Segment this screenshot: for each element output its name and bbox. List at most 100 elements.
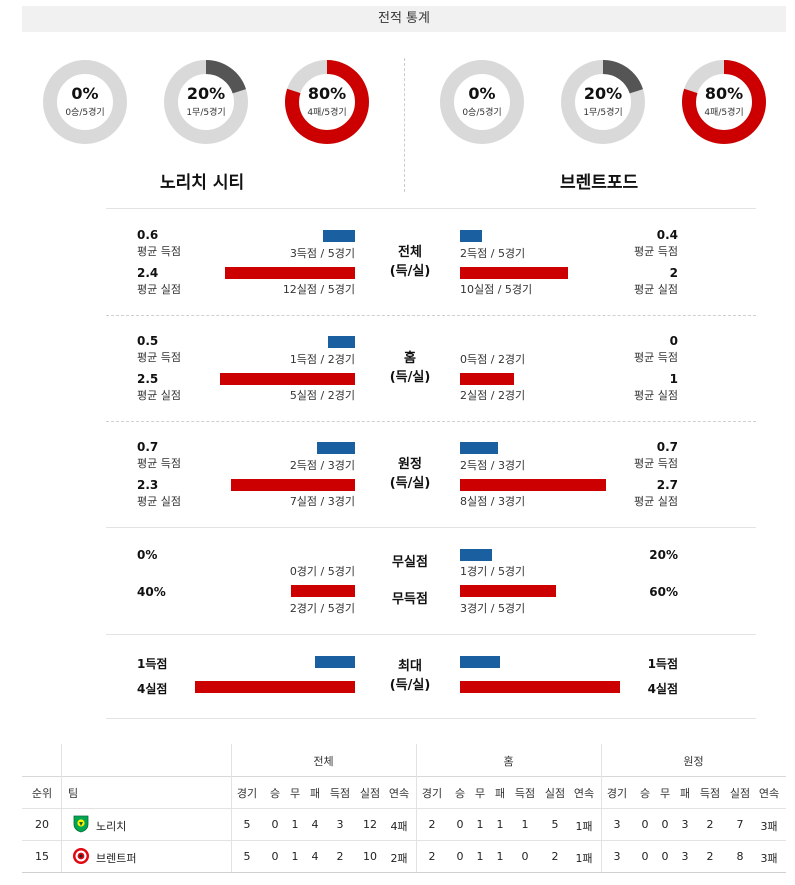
home-donut-2: 20% 1무/5경기 bbox=[164, 60, 248, 144]
table-cell: 0 bbox=[456, 818, 464, 831]
category-title: 홈 bbox=[404, 351, 416, 366]
table-group-header: 홈 bbox=[503, 755, 514, 768]
table-group-header: 원정 bbox=[683, 755, 704, 768]
donut-percent: 80% bbox=[307, 84, 347, 103]
table-cell: 3 bbox=[336, 818, 344, 831]
donut-track bbox=[440, 60, 524, 144]
donut-arc bbox=[164, 60, 248, 144]
table-cell: 2패 bbox=[390, 852, 408, 865]
table-cell: 2 bbox=[428, 818, 436, 831]
away-avg-scored-value: 0 bbox=[669, 334, 678, 348]
away-avg-conceded-value: 1 bbox=[669, 372, 678, 386]
home-conceded-bar bbox=[230, 479, 355, 491]
table-cell: 1 bbox=[521, 818, 529, 831]
category-subtitle: (득/실) bbox=[389, 678, 431, 693]
norwich-crest-icon bbox=[73, 815, 89, 833]
away-donut-3: 80% 4패/5경기 bbox=[682, 60, 766, 144]
category-subtitle: (득/실) bbox=[389, 264, 431, 279]
home-conceded-bar bbox=[225, 267, 355, 279]
stats-header: 전적 통계 bbox=[22, 6, 786, 32]
category-label: 원정 (득/실) bbox=[380, 455, 440, 493]
table-cell: 2 bbox=[336, 850, 344, 863]
home-avg-scored-value: 0.7 bbox=[137, 440, 159, 454]
table-subheader: 패 bbox=[679, 787, 691, 800]
table-cell: 0 bbox=[456, 850, 464, 863]
table-cell: 1 bbox=[291, 818, 299, 831]
away-avg-conceded-value: 2.7 bbox=[656, 478, 678, 492]
table-row-divider bbox=[22, 840, 786, 841]
away-conceded-count: 10실점 / 5경기 bbox=[460, 283, 533, 296]
donut-ring bbox=[561, 60, 645, 144]
home-scored-bar bbox=[328, 336, 355, 348]
table-cell-team[interactable]: 브렌트퍼 bbox=[96, 852, 137, 865]
table-cell-team[interactable]: 노리치 bbox=[96, 820, 127, 833]
away-avg-scored-label: 평균 득점 bbox=[634, 245, 678, 258]
donut-ring bbox=[43, 60, 127, 144]
donut-caption: 1무/5경기 bbox=[583, 108, 623, 118]
table-cell: 12 bbox=[363, 818, 377, 831]
table-header-rank: 순위 bbox=[31, 787, 53, 800]
table-subheader: 경기 bbox=[421, 787, 443, 800]
table-cell: 3 bbox=[613, 818, 621, 831]
table-cell: 8 bbox=[736, 850, 744, 863]
home-avg-scored-label: 평균 득점 bbox=[137, 351, 181, 364]
table-bottom-divider bbox=[22, 872, 786, 873]
away-avg-conceded-value: 2 bbox=[669, 266, 678, 280]
table-cell-rank: 20 bbox=[35, 818, 49, 831]
category-title: 전체 bbox=[398, 245, 422, 260]
table-column-divider bbox=[61, 744, 62, 872]
away-scored-count: 2득점 / 3경기 bbox=[460, 459, 526, 472]
divider bbox=[106, 208, 756, 209]
category-subtitle: (득/실) bbox=[389, 476, 431, 491]
table-cell: 10 bbox=[363, 850, 377, 863]
home-conceded-count: 7실점 / 3경기 bbox=[289, 495, 355, 508]
table-subheader: 경기 bbox=[236, 787, 258, 800]
table-row-divider bbox=[22, 808, 786, 809]
table-subheader: 패 bbox=[494, 787, 506, 800]
table-subheader: 무 bbox=[289, 787, 301, 800]
table-subheader: 무 bbox=[659, 787, 671, 800]
donut-percent: 0% bbox=[71, 84, 99, 103]
table-column-divider bbox=[416, 744, 417, 872]
table-cell: 0 bbox=[521, 850, 529, 863]
home-scored-count: 2득점 / 3경기 bbox=[289, 459, 355, 472]
table-subheader: 연속 bbox=[573, 787, 595, 800]
donut-ring bbox=[440, 60, 524, 144]
category-label: 홈 (득/실) bbox=[380, 349, 440, 387]
away-scored-bar bbox=[460, 442, 498, 454]
table-cell: 1 bbox=[476, 850, 484, 863]
table-subheader: 승 bbox=[269, 787, 281, 800]
table-subheader: 승 bbox=[454, 787, 466, 800]
home-avg-conceded-label: 평균 실점 bbox=[137, 495, 181, 508]
away-max-conceded-bar bbox=[460, 681, 620, 693]
table-subheader: 승 bbox=[639, 787, 651, 800]
home-avg-conceded-label: 평균 실점 bbox=[137, 389, 181, 402]
home-conceded-count: 12실점 / 5경기 bbox=[282, 283, 355, 296]
away-scored-count: 0득점 / 2경기 bbox=[460, 353, 526, 366]
divider bbox=[106, 527, 756, 528]
donut-percent: 0% bbox=[468, 84, 496, 103]
table-subheader: 실점 bbox=[544, 787, 566, 800]
home-conceded-count: 5실점 / 2경기 bbox=[289, 389, 355, 402]
table-subheader: 패 bbox=[309, 787, 321, 800]
donut-caption: 4패/5경기 bbox=[307, 108, 347, 118]
team-divider bbox=[404, 58, 405, 192]
home-avg-conceded-value: 2.4 bbox=[137, 266, 159, 280]
home-noscore-pct: 40% bbox=[137, 585, 166, 599]
category-noscore: 무득점 bbox=[392, 592, 428, 607]
away-team-name: 브렌트포드 bbox=[560, 173, 639, 193]
away-avg-scored-value: 0.4 bbox=[656, 228, 678, 242]
home-max-conceded-bar bbox=[195, 681, 355, 693]
table-header-team: 팀 bbox=[68, 787, 79, 800]
table-cell: 5 bbox=[243, 818, 251, 831]
table-cell: 2 bbox=[706, 818, 714, 831]
away-conceded-count: 2실점 / 2경기 bbox=[460, 389, 526, 402]
home-noscore-bar bbox=[291, 585, 355, 597]
table-cell: 1패 bbox=[575, 820, 593, 833]
away-avg-scored-value: 0.7 bbox=[656, 440, 678, 454]
table-cell: 2 bbox=[551, 850, 559, 863]
home-cleansheet-pct: 0% bbox=[137, 548, 158, 562]
away-conceded-bar bbox=[460, 479, 606, 491]
home-avg-conceded-value: 2.5 bbox=[137, 372, 159, 386]
away-scored-count: 2득점 / 5경기 bbox=[460, 247, 526, 260]
